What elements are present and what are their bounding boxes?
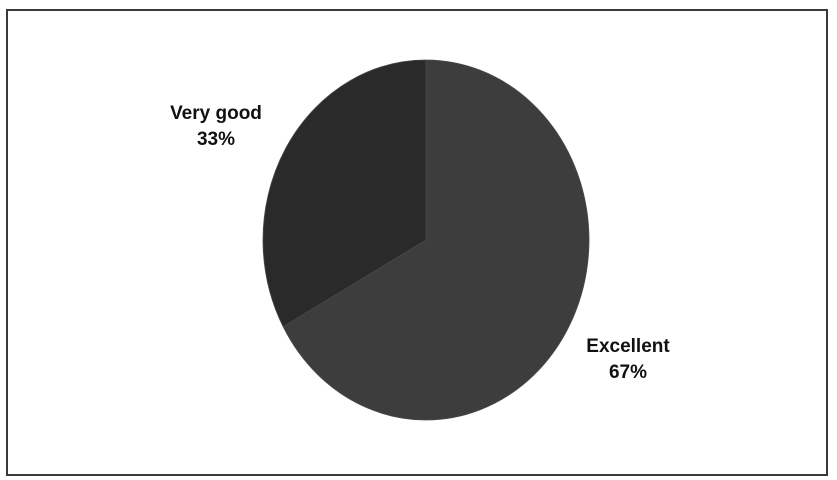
data-label-very-good: Very good 33% bbox=[146, 101, 286, 153]
slice-name-very-good: Very good bbox=[170, 103, 262, 124]
slice-percent-excellent: 67% bbox=[608, 362, 648, 383]
pie-slice-excellent bbox=[282, 59, 590, 421]
slice-percent-very-good: 33% bbox=[196, 129, 236, 150]
pie-slice-very-good bbox=[262, 59, 427, 328]
data-label-excellent: Excellent 67% bbox=[558, 334, 698, 386]
slice-name-excellent: Excellent bbox=[586, 336, 670, 357]
